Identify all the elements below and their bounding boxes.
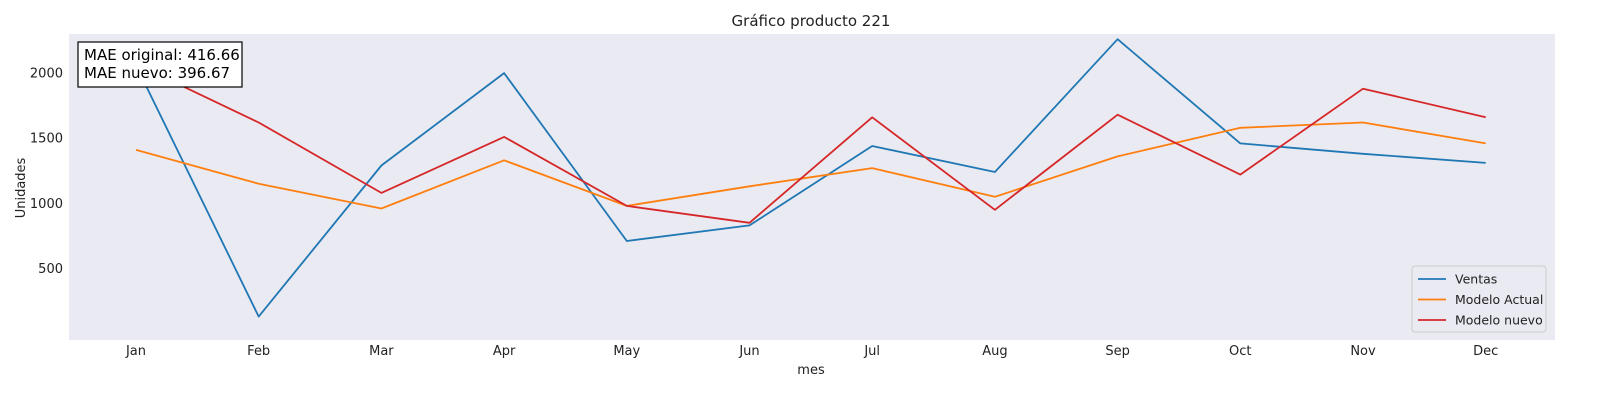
x-tick-label: Mar	[369, 344, 394, 359]
legend-label-ventas: Ventas	[1455, 271, 1497, 286]
x-tick-label: Apr	[493, 344, 516, 359]
x-tick-label: Jan	[125, 344, 146, 359]
y-tick-label: 2000	[30, 67, 63, 82]
x-tick-label: Aug	[982, 344, 1007, 359]
x-tick-label: Sep	[1105, 344, 1130, 359]
y-tick-label: 1000	[30, 197, 63, 212]
x-tick-label: Feb	[247, 344, 270, 359]
x-tick-label: Oct	[1229, 344, 1251, 359]
x-tick-label: May	[613, 344, 640, 359]
legend-label-modelo-actual: Modelo Actual	[1455, 292, 1543, 307]
mae-annotation-box	[77, 41, 243, 88]
x-tick-label: Dec	[1473, 344, 1498, 359]
plot-area	[69, 34, 1555, 340]
x-tick-label: Jun	[738, 344, 759, 359]
y-axis-label: Unidades	[14, 157, 29, 218]
y-tick-label: 500	[38, 262, 63, 277]
x-tick-label: Jul	[863, 344, 880, 359]
x-axis-label: mes	[797, 363, 825, 378]
y-tick-label: 1500	[30, 132, 63, 147]
mae-annotation: MAE original: 416.66 MAE nuevo: 396.67	[77, 41, 243, 88]
x-axis-ticks: Jan Feb Mar Apr May Jun Jul Aug Sep Oct Nov Dec	[125, 344, 1498, 359]
mae-original-text: MAE original: 416.66	[84, 46, 240, 64]
series-line-modelo-nuevo	[135, 63, 1486, 224]
mae-new-text: MAE nuevo: 396.67	[84, 64, 230, 82]
chart-title: Gráfico producto 221	[732, 12, 891, 30]
legend: Ventas Modelo Actual Modelo nuevo	[1411, 265, 1547, 333]
series-line-modelo-actual	[135, 121, 1486, 210]
series-layer	[135, 38, 1486, 318]
legend-label-modelo-nuevo: Modelo nuevo	[1455, 312, 1543, 327]
series-line-ventas	[135, 38, 1486, 318]
x-tick-label: Nov	[1350, 344, 1376, 359]
y-axis-ticks: 500 1000 1500 2000	[30, 67, 63, 277]
legend-box	[1411, 265, 1547, 333]
